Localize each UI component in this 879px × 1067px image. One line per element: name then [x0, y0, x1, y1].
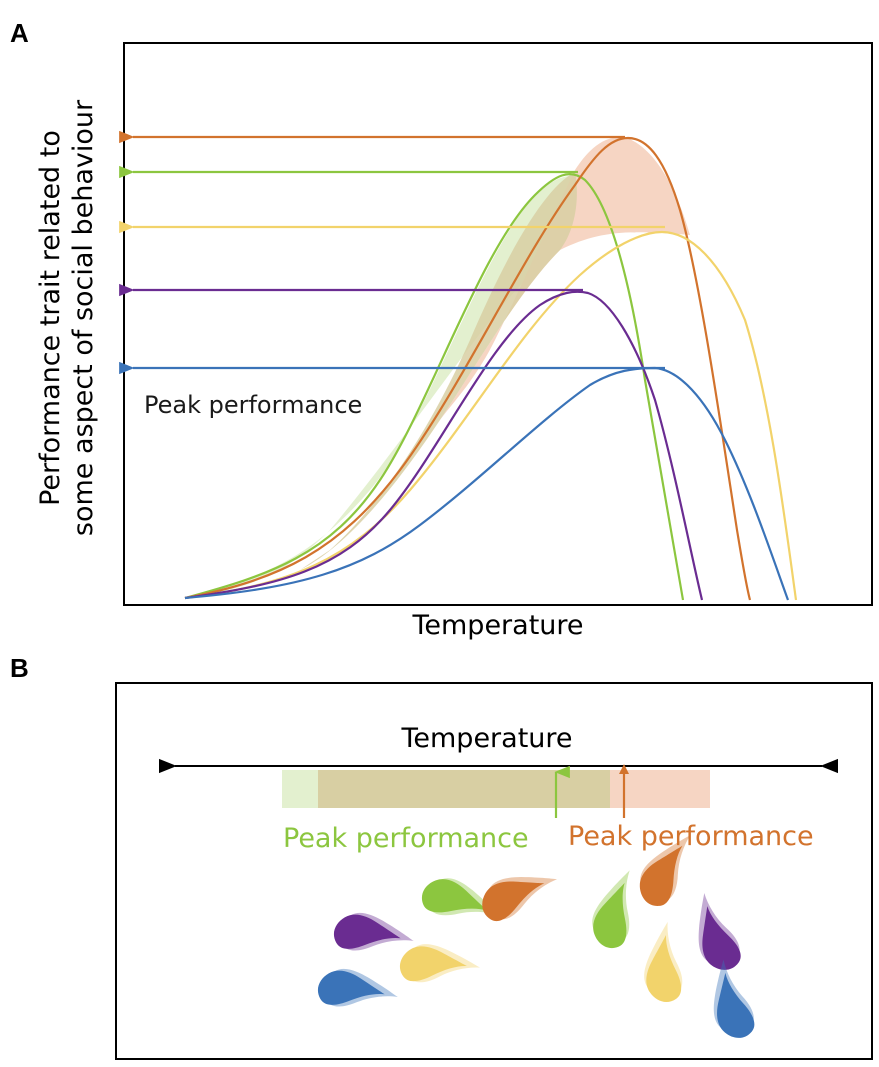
orange-peak-marker-head	[619, 764, 629, 774]
y-axis-title: Performance trait related to some aspect…	[35, 99, 99, 536]
y-axis-title-line2: some aspect of social behaviour	[68, 99, 99, 536]
green-performance-curve	[184, 173, 685, 601]
temperature-axis-label: Temperature	[400, 723, 572, 754]
fish-left-purple	[333, 912, 414, 951]
fish-right-blue	[713, 959, 755, 1038]
green-curve-fill	[185, 175, 590, 598]
peak-performance-annotation: Peak performance	[144, 391, 362, 419]
fish-left-orange	[482, 877, 558, 922]
x-axis-title: Temperature	[411, 610, 583, 641]
orange-performance-curve	[184, 136, 752, 601]
purple-performance-curve	[184, 290, 704, 601]
fish-right-green	[592, 870, 630, 948]
orange-curve-fill	[440, 136, 690, 420]
panel-b-label: B	[10, 653, 29, 683]
panel-b-frame	[115, 682, 873, 1060]
overlap-fill	[300, 172, 577, 570]
fish-left-blue	[317, 968, 398, 1007]
overlap-range-bar	[318, 770, 610, 808]
fish-right-orange	[639, 834, 691, 906]
y-axis-title-line1: Performance trait related to	[35, 130, 66, 506]
fish-left-yellow	[399, 944, 481, 983]
fish-right-purple	[698, 893, 741, 970]
blue-performance-curve	[184, 366, 790, 601]
orange-peak-label: Peak performance	[568, 821, 814, 852]
yellow-performance-curve	[184, 230, 798, 601]
fish-group	[317, 834, 755, 1038]
fish-right-yellow	[644, 921, 683, 1003]
fish-left-green	[422, 878, 500, 916]
green-peak-label: Peak performance	[283, 823, 529, 854]
panel-a-label: A	[10, 18, 29, 48]
